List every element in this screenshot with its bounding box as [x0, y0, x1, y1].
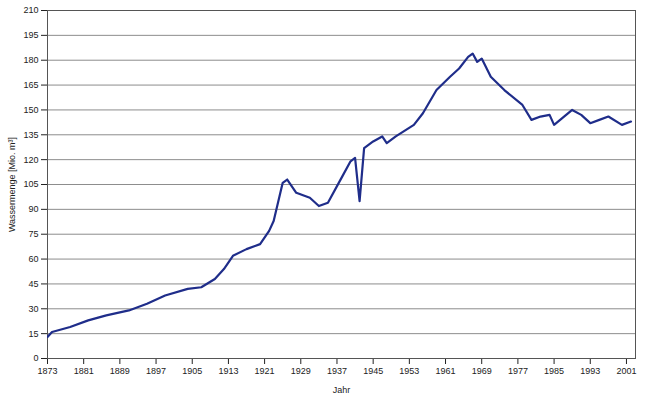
svg-text:1873: 1873: [37, 366, 57, 376]
svg-text:45: 45: [28, 279, 38, 289]
svg-text:180: 180: [23, 55, 38, 65]
svg-text:210: 210: [23, 5, 38, 15]
svg-text:120: 120: [23, 155, 38, 165]
svg-text:1913: 1913: [218, 366, 238, 376]
svg-text:60: 60: [28, 254, 38, 264]
svg-text:1929: 1929: [291, 366, 311, 376]
svg-text:1961: 1961: [436, 366, 456, 376]
svg-text:195: 195: [23, 30, 38, 40]
svg-text:Jahr: Jahr: [333, 385, 351, 395]
svg-text:1905: 1905: [182, 366, 202, 376]
svg-text:1889: 1889: [110, 366, 130, 376]
svg-text:1921: 1921: [255, 366, 275, 376]
svg-text:15: 15: [28, 329, 38, 339]
svg-text:0: 0: [33, 353, 38, 363]
svg-text:105: 105: [23, 179, 38, 189]
svg-text:1993: 1993: [580, 366, 600, 376]
svg-text:1969: 1969: [472, 366, 492, 376]
svg-text:1953: 1953: [399, 366, 419, 376]
svg-text:1985: 1985: [544, 366, 564, 376]
svg-text:Wassermenge [Mio. m³]: Wassermenge [Mio. m³]: [7, 137, 17, 232]
svg-text:1945: 1945: [363, 366, 383, 376]
svg-text:30: 30: [28, 304, 38, 314]
svg-text:1881: 1881: [74, 366, 94, 376]
svg-text:150: 150: [23, 105, 38, 115]
svg-text:1897: 1897: [146, 366, 166, 376]
svg-text:1937: 1937: [327, 366, 347, 376]
svg-text:1977: 1977: [508, 366, 528, 376]
svg-text:135: 135: [23, 130, 38, 140]
svg-text:75: 75: [28, 229, 38, 239]
svg-text:2001: 2001: [616, 366, 636, 376]
svg-text:90: 90: [28, 204, 38, 214]
svg-text:165: 165: [23, 80, 38, 90]
